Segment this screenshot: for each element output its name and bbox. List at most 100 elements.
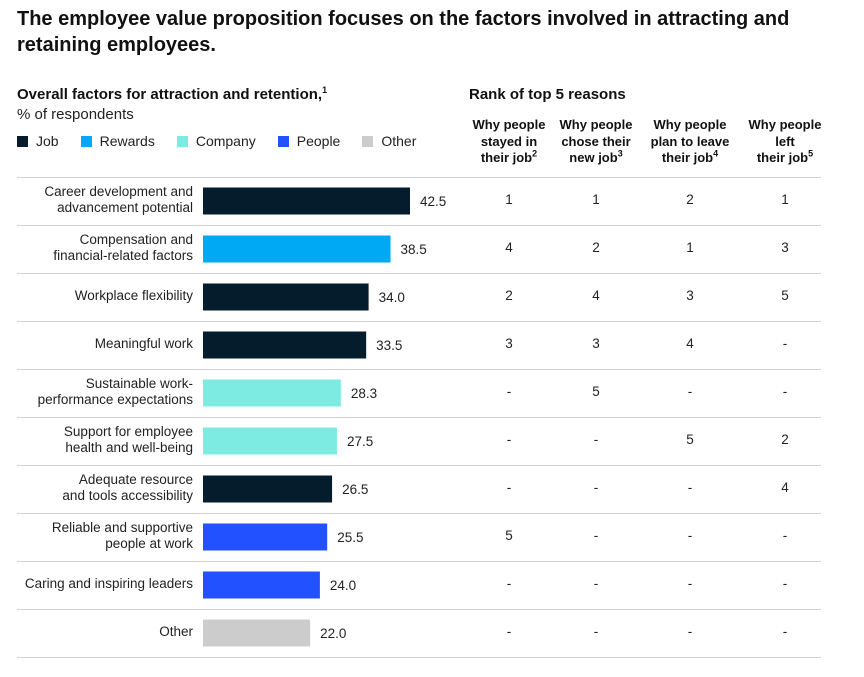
row-label: Workplace flexibility bbox=[17, 288, 193, 305]
rank-cell: 1 bbox=[781, 192, 789, 207]
column-header-line: plan to leave bbox=[650, 133, 730, 149]
bar-value-label: 42.5 bbox=[420, 194, 446, 209]
bar bbox=[203, 523, 328, 551]
bar-value-label: 24.0 bbox=[330, 578, 356, 593]
row-divider bbox=[17, 465, 821, 466]
row-divider bbox=[17, 225, 821, 226]
legend-swatch bbox=[362, 135, 374, 147]
row-label-line: Caring and inspiring leaders bbox=[24, 575, 193, 591]
column-header-footnote: 5 bbox=[808, 148, 814, 159]
row-label: Reliable and supportive people at work bbox=[17, 520, 193, 553]
row-label: Caring and inspiring leaders bbox=[17, 576, 193, 593]
legend-label: Other bbox=[381, 133, 417, 149]
legend-label: People bbox=[296, 133, 341, 149]
rank-column-header: Why people chose their new job3 bbox=[550, 117, 642, 167]
bar bbox=[203, 187, 410, 215]
bar-value-label: 27.5 bbox=[347, 434, 373, 449]
chart-title-text: Overall factors for attraction and reten… bbox=[17, 86, 323, 103]
rank-column-header: Why people stayed in their job2 bbox=[463, 117, 555, 167]
legend-item-company: Company bbox=[176, 133, 256, 149]
row-label: Adequate resource and tools accessibility bbox=[17, 472, 193, 505]
column-header-footnote: 4 bbox=[713, 148, 719, 159]
rank-cell: 2 bbox=[592, 240, 600, 255]
rank-cell: - bbox=[506, 384, 512, 399]
legend-swatch bbox=[277, 135, 289, 147]
rank-cell: - bbox=[782, 576, 788, 591]
bar-value-label: 26.5 bbox=[342, 482, 368, 497]
rank-cell: 4 bbox=[505, 240, 513, 255]
rank-cell: 3 bbox=[505, 336, 513, 351]
rank-cell: 3 bbox=[592, 336, 600, 351]
rank-cell: - bbox=[593, 576, 599, 591]
column-header-line: stayed in bbox=[480, 133, 538, 149]
chart-title-footnote: 1 bbox=[322, 85, 328, 95]
legend-label: Job bbox=[36, 133, 59, 149]
bar bbox=[203, 619, 311, 647]
rank-cell: 1 bbox=[592, 192, 600, 207]
rank-cell: - bbox=[687, 480, 693, 495]
chart-title: Overall factors for attraction and reten… bbox=[17, 85, 328, 104]
row-divider bbox=[17, 609, 821, 610]
bar-value-label: 28.3 bbox=[351, 386, 377, 401]
row-label-line: Workplace flexibility bbox=[74, 287, 193, 303]
row-label-line: financial-related factors bbox=[53, 248, 193, 263]
bar-value-label: 38.5 bbox=[401, 242, 427, 257]
bar bbox=[203, 379, 341, 407]
row-label: Career development and advancement potent… bbox=[17, 184, 193, 217]
rank-cell: - bbox=[593, 480, 599, 495]
rank-cell: 2 bbox=[686, 192, 694, 207]
rank-cell: - bbox=[782, 336, 788, 351]
row-label: Sustainable work-performance expectation… bbox=[17, 376, 193, 409]
bar bbox=[203, 235, 391, 263]
rank-cell: - bbox=[506, 624, 512, 639]
legend: Job Rewards Company People Other bbox=[17, 133, 438, 149]
rank-cell: - bbox=[506, 576, 512, 591]
rank-cell: 1 bbox=[686, 240, 694, 255]
bar bbox=[203, 571, 320, 599]
row-divider bbox=[17, 321, 821, 322]
column-header-footnote: 2 bbox=[532, 148, 538, 159]
page-title: The employee value proposition focuses o… bbox=[17, 8, 790, 56]
rank-cell: - bbox=[593, 432, 599, 447]
column-header-line: Why people bbox=[748, 117, 822, 132]
legend-swatch bbox=[17, 135, 28, 147]
bar bbox=[203, 283, 369, 311]
row-divider bbox=[17, 561, 821, 562]
legend-item-job: Job bbox=[17, 133, 59, 149]
row-label: Meaningful work bbox=[17, 336, 193, 353]
rank-cell: 2 bbox=[781, 432, 789, 447]
rank-cell: - bbox=[782, 624, 788, 639]
row-divider bbox=[17, 369, 821, 370]
row-label-line: people at work bbox=[105, 536, 193, 551]
row-label: Support for employee health and well-bein… bbox=[17, 424, 193, 457]
column-header-line: new job bbox=[569, 150, 618, 165]
rank-cell: 5 bbox=[592, 384, 600, 399]
row-label-line: Reliable and supportive bbox=[51, 519, 193, 535]
bar bbox=[203, 427, 337, 455]
row-label-line: Career development and bbox=[44, 183, 193, 199]
row-divider bbox=[17, 417, 821, 418]
legend-label: Company bbox=[195, 133, 256, 149]
row-label-line: advancement potential bbox=[57, 200, 193, 215]
row-label-line: Other bbox=[159, 623, 193, 639]
row-label: Other bbox=[17, 624, 193, 641]
row-divider bbox=[17, 513, 821, 514]
row-label: Compensation and financial-related factor… bbox=[17, 232, 193, 265]
rank-cell: - bbox=[687, 576, 693, 591]
column-header-line: chose their bbox=[561, 133, 631, 149]
bar-value-label: 22.0 bbox=[320, 626, 346, 641]
rank-cell: 4 bbox=[781, 480, 789, 495]
legend-item-people: People bbox=[277, 133, 341, 149]
legend-swatch bbox=[80, 135, 92, 147]
rank-cell: 3 bbox=[781, 240, 789, 255]
column-header-line: their job bbox=[661, 150, 714, 165]
column-header-line: Why people bbox=[559, 117, 633, 132]
rank-cell: - bbox=[687, 528, 693, 543]
rank-cell: - bbox=[506, 432, 512, 447]
rank-cell: 5 bbox=[505, 528, 513, 543]
bar-value-label: 33.5 bbox=[376, 338, 402, 353]
column-header-line: their job bbox=[756, 150, 809, 165]
rank-column-header: Why people left their job5 bbox=[739, 117, 831, 167]
column-header-footnote: 3 bbox=[617, 148, 623, 159]
